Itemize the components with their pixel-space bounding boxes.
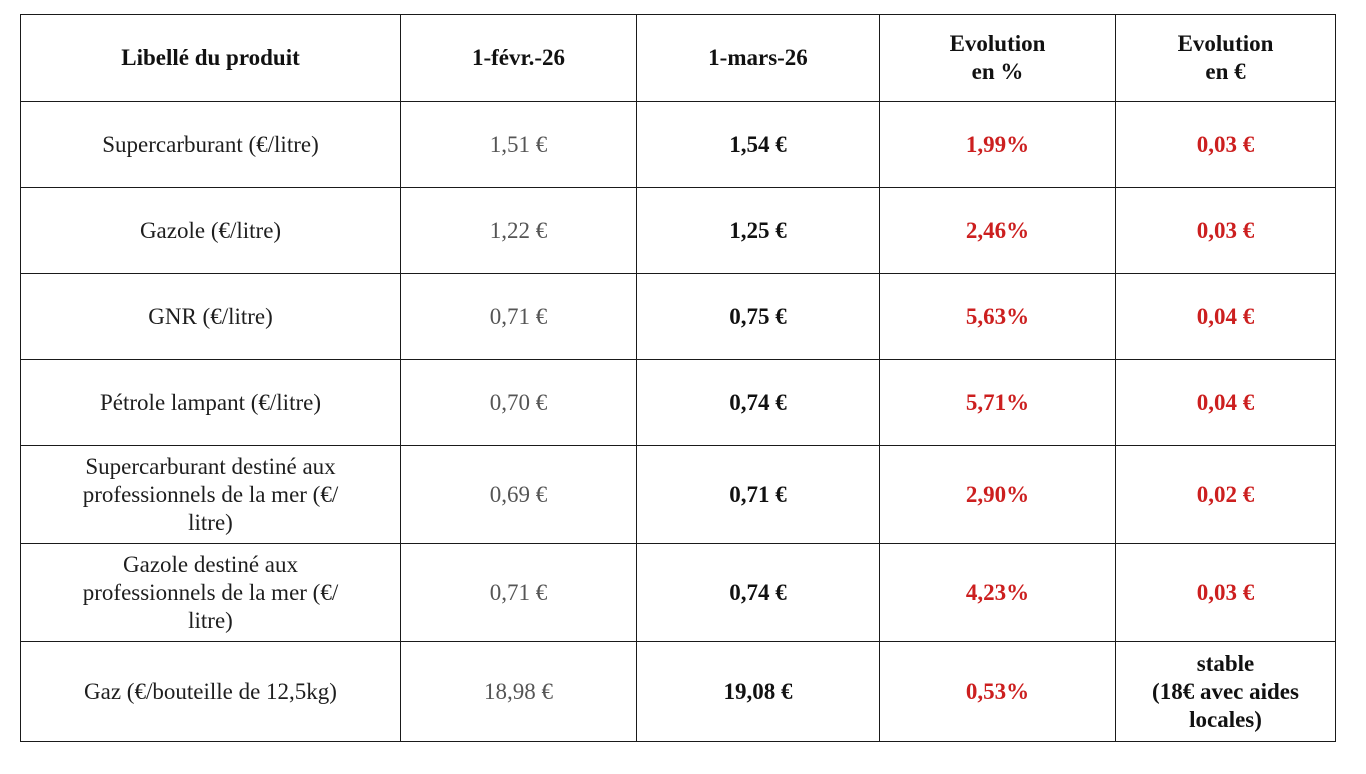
evolution-eur: 0,04 €	[1115, 359, 1336, 446]
price-mar: 0,75 €	[636, 273, 880, 360]
table-row: GNR (€/litre) 0,71 € 0,75 € 5,63% 0,04 €	[20, 273, 1336, 360]
header-product: Libellé du produit	[20, 14, 401, 102]
price-feb: 1,22 €	[400, 187, 637, 274]
price-feb: 0,70 €	[400, 359, 637, 446]
price-feb: 0,71 €	[400, 273, 637, 360]
evolution-pct: 4,23%	[879, 543, 1116, 642]
evolution-pct: 5,71%	[879, 359, 1116, 446]
table-row: Pétrole lampant (€/litre) 0,70 € 0,74 € …	[20, 359, 1336, 446]
table-row: Gazole (€/litre) 1,22 € 1,25 € 2,46% 0,0…	[20, 187, 1336, 274]
price-mar: 0,71 €	[636, 445, 880, 544]
evolution-pct: 0,53%	[879, 641, 1116, 742]
product-label: Supercarburant (€/litre)	[20, 101, 401, 188]
price-mar: 1,54 €	[636, 101, 880, 188]
price-feb: 1,51 €	[400, 101, 637, 188]
product-label: Supercarburant destiné aux professionnel…	[20, 445, 401, 544]
price-mar: 0,74 €	[636, 359, 880, 446]
evolution-pct: 2,46%	[879, 187, 1116, 274]
table-row: Supercarburant destiné aux professionnel…	[20, 445, 1336, 544]
evolution-pct: 1,99%	[879, 101, 1116, 188]
price-feb: 0,71 €	[400, 543, 637, 642]
price-feb: 0,69 €	[400, 445, 637, 544]
header-evolution-eur: Evolution en €	[1115, 14, 1336, 102]
evolution-eur: stable (18€ avec aides locales)	[1115, 641, 1336, 742]
product-label: GNR (€/litre)	[20, 273, 401, 360]
table-row: Gaz (€/bouteille de 12,5kg) 18,98 € 19,0…	[20, 641, 1336, 742]
header-feb: 1-févr.-26	[400, 14, 637, 102]
price-mar: 19,08 €	[636, 641, 880, 742]
table-row: Supercarburant (€/litre) 1,51 € 1,54 € 1…	[20, 101, 1336, 188]
evolution-eur: 0,04 €	[1115, 273, 1336, 360]
product-label: Gazole (€/litre)	[20, 187, 401, 274]
header-evolution-pct: Evolution en %	[879, 14, 1116, 102]
evolution-eur: 0,02 €	[1115, 445, 1336, 544]
evolution-eur: 0,03 €	[1115, 101, 1336, 188]
table-header-row: Libellé du produit 1-févr.-26 1-mars-26 …	[20, 14, 1336, 102]
evolution-eur: 0,03 €	[1115, 543, 1336, 642]
header-mar: 1-mars-26	[636, 14, 880, 102]
price-mar: 1,25 €	[636, 187, 880, 274]
evolution-pct: 5,63%	[879, 273, 1116, 360]
product-label: Gazole destiné aux professionnels de la …	[20, 543, 401, 642]
fuel-price-table: Libellé du produit 1-févr.-26 1-mars-26 …	[20, 14, 1336, 742]
price-feb: 18,98 €	[400, 641, 637, 742]
evolution-eur: 0,03 €	[1115, 187, 1336, 274]
product-label: Gaz (€/bouteille de 12,5kg)	[20, 641, 401, 742]
price-mar: 0,74 €	[636, 543, 880, 642]
table-row: Gazole destiné aux professionnels de la …	[20, 543, 1336, 642]
evolution-pct: 2,90%	[879, 445, 1116, 544]
product-label: Pétrole lampant (€/litre)	[20, 359, 401, 446]
